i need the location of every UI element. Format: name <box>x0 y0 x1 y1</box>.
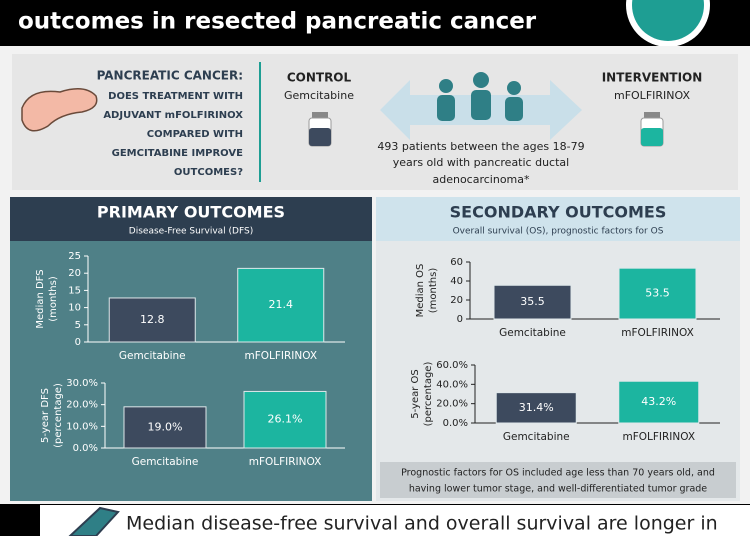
y-axis-label: 5-year OS <box>410 369 421 419</box>
y-tick-label: 5 <box>75 320 81 331</box>
question: PANCREATIC CANCER: DOES TREATMENT WITH A… <box>97 69 244 179</box>
bar <box>618 267 697 320</box>
population-line: 493 patients between the ages 18-79 <box>377 140 584 153</box>
x-tick-label: mFOLFIRINOX <box>244 350 317 362</box>
intervention-label: INTERVENTION <box>602 71 703 85</box>
vial-liquid <box>641 128 663 146</box>
y-tick-label: 20 <box>450 295 463 306</box>
y-tick-label: 40 <box>450 276 463 287</box>
question-line: DOES TREATMENT WITH <box>108 91 243 102</box>
x-tick-label: Gemcitabine <box>119 350 186 362</box>
question-line: COMPARED WITH <box>147 129 243 140</box>
y-axis-label: (months) <box>48 276 59 322</box>
x-tick-label: Gemcitabine <box>499 327 566 339</box>
y-axis-label: (percentage) <box>423 362 434 427</box>
bar-value-label: 35.5 <box>520 295 545 308</box>
population: 493 patients between the ages 18-79 year… <box>377 140 584 186</box>
y-axis-label: (months) <box>428 268 439 314</box>
x-tick-label: mFOLFIRINOX <box>249 456 322 468</box>
population-line: adenocarcinoma* <box>432 173 530 186</box>
y-axis-label: 5-year DFS <box>40 388 51 443</box>
y-tick-label: 10.0% <box>66 421 98 432</box>
note-line: having lower tumor stage, and well-diffe… <box>409 484 707 495</box>
population-line: years old with pancreatic ductal <box>393 156 569 169</box>
x-tick-label: mFOLFIRINOX <box>621 327 694 339</box>
y-tick-label: 60 <box>450 257 463 268</box>
footer-panel <box>40 505 750 536</box>
note-line: Prognostic factors for OS included age l… <box>401 468 715 479</box>
bar-value-label: 43.2% <box>641 395 676 408</box>
question-line: ADJUVANT mFOLFIRINOX <box>103 110 243 121</box>
control-drug: Gemcitabine <box>284 89 354 102</box>
bar <box>123 406 207 449</box>
secondary-subtitle: Overall survival (OS), prognostic factor… <box>453 227 664 237</box>
people-icon <box>437 72 523 121</box>
control-label: CONTROL <box>287 71 352 85</box>
y-tick-label: 20 <box>68 268 81 279</box>
y-tick-label: 20.0% <box>436 399 468 410</box>
pancreas-icon <box>21 88 98 132</box>
bar <box>495 392 577 424</box>
bar <box>618 380 700 424</box>
y-tick-label: 15 <box>68 285 81 296</box>
y-tick-label: 0.0% <box>73 443 98 454</box>
y-axis-label: Median DFS <box>35 269 46 328</box>
y-tick-label: 30.0% <box>66 378 98 389</box>
y-tick-label: 0 <box>457 314 463 325</box>
bar-value-label: 21.4 <box>269 298 294 311</box>
note-box <box>380 462 736 498</box>
bar-value-label: 19.0% <box>148 420 183 433</box>
y-tick-label: 0.0% <box>443 418 468 429</box>
secondary-title: SECONDARY OUTCOMES <box>450 203 667 222</box>
footer-icon <box>68 506 120 536</box>
vial-cap <box>312 112 328 118</box>
x-tick-label: Gemcitabine <box>132 456 199 468</box>
bar-value-label: 53.5 <box>645 287 670 300</box>
x-tick-label: Gemcitabine <box>503 431 570 443</box>
primary-subtitle: Disease-Free Survival (DFS) <box>129 227 253 237</box>
y-tick-label: 0 <box>75 337 81 348</box>
y-axis-label: Median OS <box>415 264 426 318</box>
bar <box>243 390 327 449</box>
design-panel <box>12 54 738 190</box>
logo <box>632 0 704 41</box>
bar-value-label: 26.1% <box>268 413 303 426</box>
question-line: OUTCOMES? <box>174 167 243 178</box>
title: outcomes in resected pancreatic cancer <box>18 9 537 35</box>
question-line: PANCREATIC CANCER: <box>97 69 243 83</box>
y-tick-label: 40.0% <box>436 379 468 390</box>
vial-liquid <box>309 128 331 146</box>
y-tick-label: 10 <box>68 303 81 314</box>
question-line: GEMCITABINE IMPROVE <box>112 148 244 159</box>
footer-text: Median disease-free survival and overall… <box>126 513 718 535</box>
intervention-drug: mFOLFIRINOX <box>614 89 690 102</box>
bar <box>237 267 325 343</box>
x-tick-label: mFOLFIRINOX <box>622 431 695 443</box>
vial-cap <box>644 112 660 118</box>
y-tick-label: 20.0% <box>66 400 98 411</box>
y-tick-label: 25 <box>68 251 81 262</box>
bar-value-label: 12.8 <box>140 313 165 326</box>
bar <box>108 297 196 343</box>
y-axis-label: (percentage) <box>53 383 64 448</box>
bar-value-label: 31.4% <box>519 401 554 414</box>
y-tick-label: 60.0% <box>436 360 468 371</box>
secondary-header <box>376 197 740 241</box>
bar <box>493 284 572 320</box>
primary-header <box>10 197 372 241</box>
primary-title: PRIMARY OUTCOMES <box>97 203 285 222</box>
